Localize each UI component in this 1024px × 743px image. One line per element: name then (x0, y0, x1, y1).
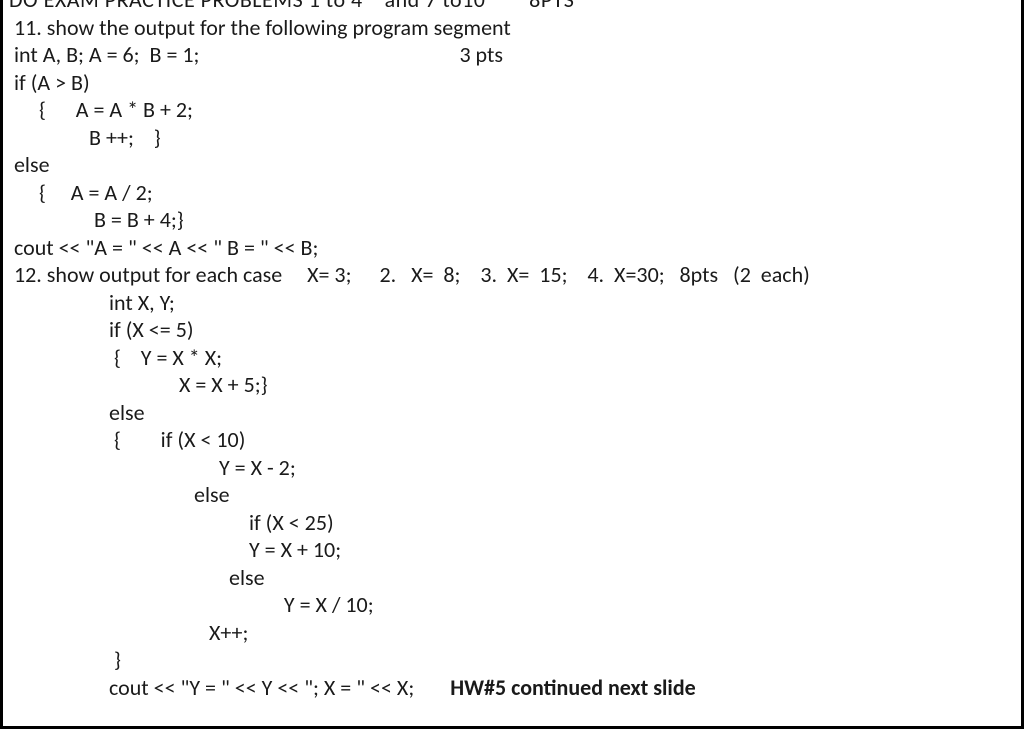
q12-code-line: else (9, 481, 1015, 509)
continued-note: HW#5 continued next slide (414, 674, 695, 702)
q12-code-line: { if (X < 10) (9, 426, 1015, 454)
q12-code-line: Y = X - 2; (9, 454, 1015, 482)
q12-code-line: X = X + 5;} (9, 371, 1015, 399)
q11-points: 3 pts (199, 41, 503, 69)
q12-code-line: } (9, 646, 1015, 674)
q12-code-line: else (9, 564, 1015, 592)
q11-cout: cout << "A = " << A << " B = " << B; (9, 234, 1015, 262)
q12-code-line: { Y = X * X; (9, 344, 1015, 372)
q11-code-line: B ++; } (9, 124, 1015, 152)
q12-code-line: else (9, 399, 1015, 427)
partial-header: DO EXAM PRACTICE PROBLEMS 1 to 4 and 7 t… (9, 0, 1015, 14)
q12-code-line: Y = X / 10; (9, 591, 1015, 619)
q11-code-line: B = B + 4;} (9, 206, 1015, 234)
q12-code-line: int X, Y; (9, 289, 1015, 317)
q11-prompt: 11. show the output for the following pr… (9, 14, 1015, 42)
q12-code-line: if (X < 25) (9, 509, 1015, 537)
q12-code-line: Y = X + 10; (9, 536, 1015, 564)
q11-declaration: int A, B; A = 6; B = 1; (9, 41, 199, 69)
q11-code-line: { A = A * B + 2; (9, 96, 1015, 124)
q12-code-line: X++; (9, 619, 1015, 647)
q12-cout: cout << "Y = " << Y << "; X = " << X; (9, 674, 414, 702)
q11-code-line: else (9, 151, 1015, 179)
q11-code-line: { A = A / 2; (9, 179, 1015, 207)
q11-code-line: if (A > B) (9, 69, 1015, 97)
q12-code-line: if (X <= 5) (9, 316, 1015, 344)
q12-cases: 2. X= 8; 3. X= 15; 4. X=30; 8pts (2 each… (351, 261, 809, 289)
q12-prompt: 12. show output for each case X= 3; (9, 261, 351, 289)
